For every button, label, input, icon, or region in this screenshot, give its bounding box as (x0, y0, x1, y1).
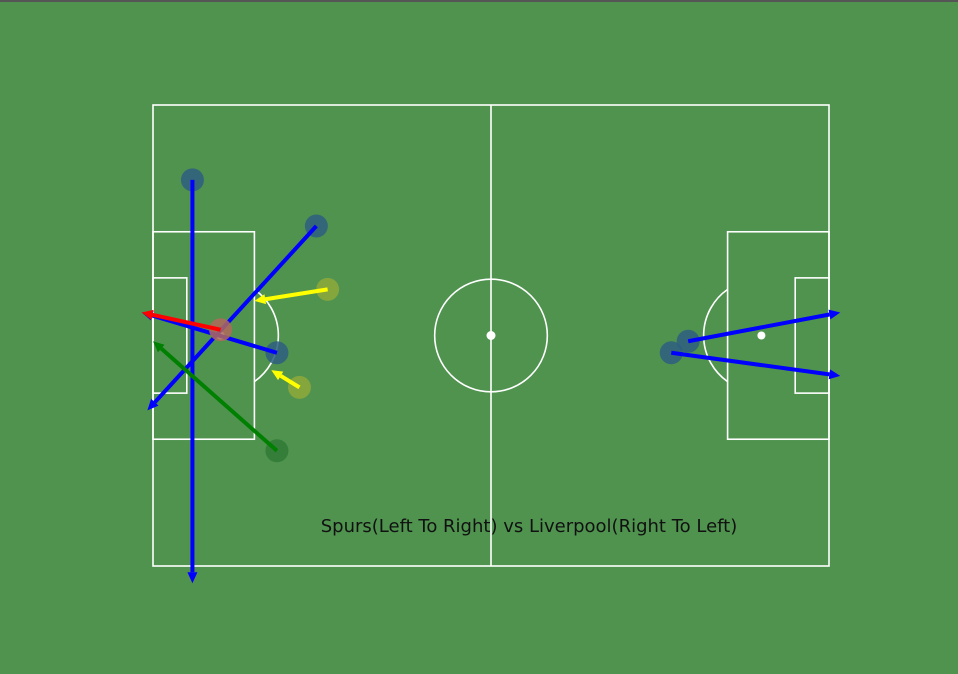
shot-arrowhead (141, 309, 154, 320)
shot-trajectory-line (153, 224, 318, 404)
right-penalty-arc (702, 288, 729, 383)
centre-spot (486, 331, 496, 340)
window-top-border (0, 0, 958, 2)
shot-arrowhead (147, 398, 159, 411)
shot-trajectory-line (670, 350, 830, 377)
right-penalty-area (726, 230, 830, 441)
shot-arrowhead (153, 341, 165, 353)
shot-trajectory-line (159, 347, 279, 453)
right-penalty-spot (757, 331, 766, 340)
shot-trajectory-line (279, 374, 301, 390)
match-caption: Spurs(Left To Right) vs Liverpool(Right … (321, 516, 738, 537)
shot-trajectory-line (264, 287, 328, 302)
left-penalty-arc (253, 288, 280, 383)
left-six-yard-box (152, 277, 188, 394)
shot-arrowhead (828, 369, 841, 380)
left-penalty-area (152, 230, 256, 441)
shot-arrowhead (271, 370, 284, 381)
shot-arrowhead (187, 572, 198, 584)
shot-trajectory-line (152, 312, 222, 332)
shot-arrowhead (254, 294, 267, 305)
right-six-yard-box (794, 277, 830, 394)
shot-arrowhead (828, 309, 841, 320)
centre-circle (433, 278, 549, 393)
shots-layer (141, 168, 841, 584)
shot-trajectory-line (687, 312, 830, 344)
